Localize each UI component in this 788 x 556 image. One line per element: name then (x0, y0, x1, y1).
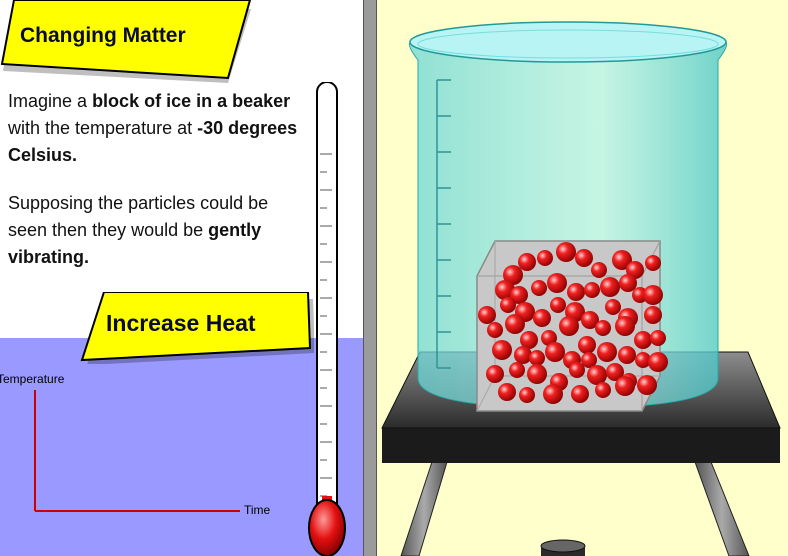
ice-particle (643, 285, 663, 305)
ice-particle (520, 331, 538, 349)
ice-particle (478, 306, 496, 324)
ice-particle (498, 383, 516, 401)
ice-particle (618, 346, 636, 364)
ice-particle (600, 277, 620, 297)
ice-particle (514, 346, 532, 364)
ice-particle (505, 314, 525, 334)
ice-particle (487, 322, 503, 338)
ice-particle (569, 362, 585, 378)
ice-particle (587, 365, 607, 385)
ice-particle (619, 274, 637, 292)
ice-particle (648, 352, 668, 372)
intro-paragraph-1: Imagine a block of ice in a beaker with … (8, 91, 298, 165)
ice-particle (591, 262, 607, 278)
ice-particle (637, 375, 657, 395)
ice-particle (584, 282, 600, 298)
ice-particle (581, 352, 597, 368)
thermometer-bulb (308, 499, 346, 556)
ice-particle (547, 273, 567, 293)
thermometer (308, 82, 346, 556)
ice-particle (559, 316, 579, 336)
bunsen-burner (540, 539, 586, 556)
intro-paragraph-2: Supposing the particles could be seen th… (8, 193, 269, 267)
ice-particle (518, 253, 536, 271)
ice-particle (537, 250, 553, 266)
ice-particle (650, 330, 666, 346)
ice-particle (605, 299, 621, 315)
ice-particle (634, 331, 652, 349)
ice-particle (567, 283, 585, 301)
ice-particle (533, 309, 551, 327)
temperature-time-graph (34, 390, 240, 512)
ice-particle (615, 376, 635, 396)
title-banner-shape (0, 0, 252, 83)
ice-particle (615, 316, 635, 336)
beaker-graduation-marks (436, 79, 451, 369)
ice-particle (556, 242, 576, 262)
ice-particle (527, 364, 547, 384)
ice-particle (509, 362, 525, 378)
title-banner: Changing Matter (0, 0, 255, 85)
temperature-graph-area (0, 338, 363, 556)
ice-particle (612, 250, 632, 270)
ice-particle (635, 352, 651, 368)
ice-particle (595, 320, 611, 336)
page-title: Changing Matter (20, 24, 186, 47)
ice-particle (500, 297, 516, 313)
ice-particle (531, 280, 547, 296)
thermometer-scale (320, 153, 332, 497)
ice-particle (486, 365, 504, 383)
ice-particle (578, 336, 596, 354)
ice-particle (595, 382, 611, 398)
ice-particle (581, 311, 599, 329)
ice-particle (529, 350, 545, 366)
increase-heat-button[interactable]: Increase Heat (78, 291, 315, 365)
graph-y-label: Temperature (0, 372, 65, 386)
ice-particle (644, 306, 662, 324)
ice-particle (571, 385, 589, 403)
increase-heat-label: Increase Heat (106, 310, 256, 336)
ice-particle (550, 297, 566, 313)
ice-particle (575, 249, 593, 267)
ice-particles (478, 242, 668, 404)
ice-particle (503, 265, 523, 285)
ice-particle (545, 342, 565, 362)
ice-particle (541, 330, 557, 346)
panel-divider (363, 0, 377, 556)
ice-particle (519, 387, 535, 403)
increase-heat-button-shape (80, 291, 315, 365)
ice-particle (645, 255, 661, 271)
ice-particle (597, 342, 617, 362)
ice-particle (606, 363, 624, 381)
ice-particle (510, 286, 528, 304)
beaker-scene (381, 21, 781, 556)
graph-x-label: Time (244, 503, 271, 517)
ice-particle (543, 384, 563, 404)
ice-particle (492, 340, 512, 360)
